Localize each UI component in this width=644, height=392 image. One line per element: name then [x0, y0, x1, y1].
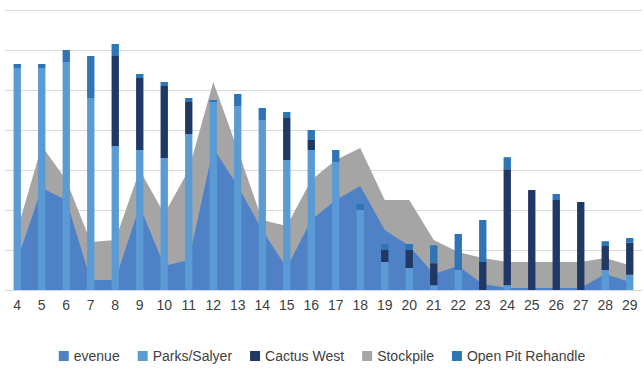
svg-text:29: 29 [622, 297, 638, 313]
svg-text:17: 17 [328, 297, 344, 313]
svg-text:23: 23 [475, 297, 491, 313]
svg-text:Open Pit Rehandle: Open Pit Rehandle [467, 348, 586, 364]
svg-text:5: 5 [38, 297, 46, 313]
svg-text:Cactus West: Cactus West [265, 348, 344, 364]
svg-text:Parks/Salyer: Parks/Salyer [153, 348, 233, 364]
svg-text:4: 4 [13, 297, 21, 313]
svg-text:15: 15 [279, 297, 295, 313]
svg-text:25: 25 [524, 297, 540, 313]
svg-text:7: 7 [87, 297, 95, 313]
svg-text:28: 28 [597, 297, 613, 313]
svg-text:Stockpile: Stockpile [377, 348, 434, 364]
svg-text:22: 22 [450, 297, 466, 313]
svg-text:evenue: evenue [74, 348, 120, 364]
svg-text:19: 19 [377, 297, 393, 313]
svg-text:26: 26 [548, 297, 564, 313]
svg-text:10: 10 [156, 297, 172, 313]
svg-text:24: 24 [499, 297, 515, 313]
svg-text:14: 14 [254, 297, 270, 313]
svg-text:13: 13 [230, 297, 246, 313]
svg-text:12: 12 [205, 297, 221, 313]
svg-text:9: 9 [136, 297, 144, 313]
svg-text:11: 11 [181, 297, 196, 313]
svg-text:16: 16 [303, 297, 319, 313]
svg-text:6: 6 [62, 297, 70, 313]
svg-text:21: 21 [426, 297, 442, 313]
svg-text:8: 8 [111, 297, 119, 313]
svg-text:18: 18 [352, 297, 368, 313]
svg-text:27: 27 [573, 297, 589, 313]
svg-text:20: 20 [401, 297, 417, 313]
